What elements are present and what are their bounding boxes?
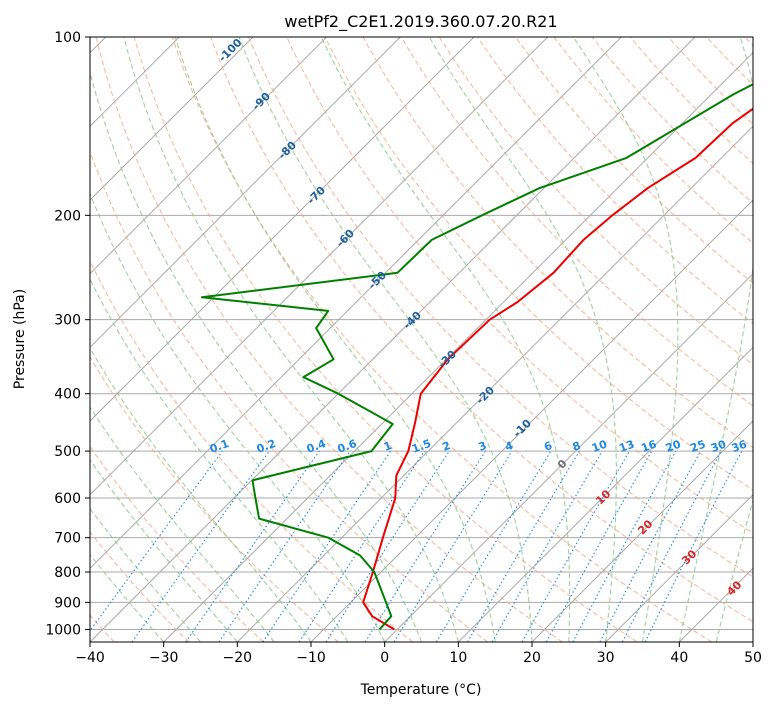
dry-adiabat xyxy=(172,37,711,642)
y-tick-label: 300 xyxy=(54,313,81,329)
moist-adiabat xyxy=(716,37,775,642)
x-axis-title: Temperature (°C) xyxy=(360,682,482,698)
isotherm-line xyxy=(311,37,775,642)
chart-title: wetPf2_C2E1.2019.360.07.20.R21 xyxy=(284,12,557,32)
mixing-ratio-line xyxy=(600,451,701,642)
dry-adiabat xyxy=(516,37,775,642)
plot-frame xyxy=(90,37,753,642)
isotherm-line xyxy=(753,37,775,642)
moist-adiabat xyxy=(16,37,348,642)
isotherm-line xyxy=(0,37,327,642)
mixing-ratio-label: 0.2 xyxy=(255,437,278,456)
isotherm-line xyxy=(0,37,253,642)
mixing-ratio-label: 20 xyxy=(664,438,683,456)
dry-adiabat xyxy=(592,37,775,642)
y-tick-label: 900 xyxy=(54,595,81,611)
mixing-ratio-label: 16 xyxy=(640,438,659,456)
moist-adiabat xyxy=(0,37,201,642)
isotherm-line xyxy=(16,37,621,642)
dry-adiabat xyxy=(0,37,338,642)
y-tick-label: 800 xyxy=(54,565,81,581)
x-tick-label: 30 xyxy=(597,650,615,666)
moist-adiabat xyxy=(0,37,311,642)
moist-adiabat xyxy=(124,37,458,642)
y-tick-label: 200 xyxy=(54,208,81,224)
isotherm-label: -60 xyxy=(334,226,357,249)
x-tick-label: −20 xyxy=(223,650,253,666)
temperature-profile-line xyxy=(363,37,775,629)
mixing-ratio-line xyxy=(82,451,223,642)
x-tick-label: 50 xyxy=(744,650,762,666)
mixing-ratio-label: 36 xyxy=(730,438,749,456)
dry-adiabat xyxy=(0,37,189,642)
y-tick-label: 400 xyxy=(54,387,81,403)
moist-adiabat xyxy=(82,37,422,642)
mixing-ratio-line xyxy=(622,451,721,642)
x-tick-label: −40 xyxy=(75,650,105,666)
isotherm-label: 20 xyxy=(635,517,655,537)
moist-adiabat xyxy=(0,37,237,642)
isotherm-label: -10 xyxy=(511,416,534,439)
y-axis-title: Pressure (hPa) xyxy=(12,289,28,389)
moist-adiabat xyxy=(175,37,495,642)
isotherm-label: -90 xyxy=(250,89,273,112)
y-tick-label: 500 xyxy=(54,444,81,460)
x-tick-label: 10 xyxy=(449,650,467,666)
mixing-ratio-line xyxy=(299,451,424,642)
isotherm-label: -20 xyxy=(474,383,497,406)
isotherm-line xyxy=(90,37,695,642)
mixing-ratio-line xyxy=(573,451,676,642)
mixing-ratio-label: 1.5 xyxy=(410,437,433,456)
dry-adiabat xyxy=(0,37,264,642)
x-tick-label: −30 xyxy=(149,650,179,666)
mixing-ratio-label: 13 xyxy=(617,438,636,455)
mixing-ratio-label: 0.1 xyxy=(208,437,231,456)
background-lines xyxy=(0,37,775,642)
moist-adiabat xyxy=(0,37,274,642)
mixing-ratio-line xyxy=(219,451,350,642)
isotherm-line xyxy=(237,37,775,642)
isotherm-line xyxy=(0,37,474,642)
dry-adiabat xyxy=(707,37,775,642)
y-tick-label: 600 xyxy=(54,491,81,507)
x-tick-label: 20 xyxy=(523,650,541,666)
dry-adiabat xyxy=(745,37,775,642)
mixing-ratio-line xyxy=(436,451,551,642)
grid-layer xyxy=(0,37,775,642)
y-tick-label: 100 xyxy=(54,30,81,46)
x-tick-label: −10 xyxy=(296,650,326,666)
x-tick-label: 40 xyxy=(670,650,688,666)
mixing-ratio-label: 10 xyxy=(590,438,609,456)
y-tick-label: 700 xyxy=(54,531,81,547)
dry-adiabat xyxy=(668,37,775,642)
mixing-ratio-label: 25 xyxy=(689,438,708,455)
mixing-ratio-label: 30 xyxy=(709,438,728,456)
x-tick-label: 0 xyxy=(380,650,389,666)
y-tick-label: 1000 xyxy=(45,622,81,638)
isotherm-label: -100 xyxy=(216,36,245,65)
mixing-ratio-label: 0.6 xyxy=(336,437,359,456)
moist-adiabat xyxy=(573,37,678,642)
mixing-ratio-line xyxy=(468,451,580,642)
isotherm-line xyxy=(0,37,400,642)
isotherm-line xyxy=(385,37,775,642)
isotherm-label: 30 xyxy=(679,547,699,567)
